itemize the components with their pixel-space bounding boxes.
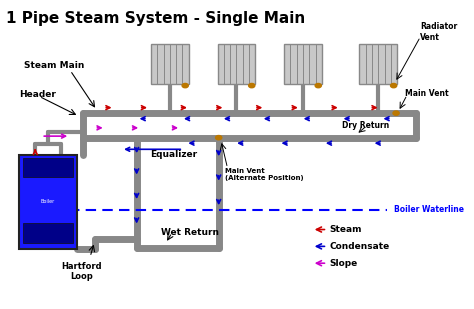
Text: Steam: Steam — [329, 225, 362, 234]
Text: Main Vent: Main Vent — [405, 89, 448, 98]
Text: Radiator
Vent: Radiator Vent — [420, 22, 458, 42]
Text: Header: Header — [19, 90, 56, 99]
Text: Boiler Waterline: Boiler Waterline — [394, 205, 464, 214]
Bar — [23, 158, 73, 177]
Circle shape — [249, 83, 255, 88]
Bar — [359, 44, 397, 84]
Bar — [284, 44, 322, 84]
Text: Dry Return: Dry Return — [342, 121, 390, 130]
Circle shape — [315, 83, 321, 88]
Text: Hartford
Loop: Hartford Loop — [61, 262, 101, 281]
Bar — [19, 154, 77, 249]
Circle shape — [391, 83, 397, 88]
Text: Slope: Slope — [329, 259, 358, 268]
Text: Main Vent
(Alternate Position): Main Vent (Alternate Position) — [225, 168, 304, 181]
Text: Equalizer: Equalizer — [150, 150, 197, 159]
Text: Condensate: Condensate — [329, 242, 390, 251]
Circle shape — [393, 111, 399, 115]
Bar — [151, 44, 189, 84]
Text: Steam Main: Steam Main — [25, 61, 85, 70]
Text: Wet Return: Wet Return — [161, 228, 219, 237]
Bar — [23, 223, 73, 243]
Text: 1 Pipe Steam System - Single Main: 1 Pipe Steam System - Single Main — [6, 11, 305, 26]
Bar — [218, 44, 255, 84]
Circle shape — [182, 83, 188, 88]
Text: Boiler: Boiler — [41, 200, 55, 205]
Circle shape — [216, 136, 222, 140]
